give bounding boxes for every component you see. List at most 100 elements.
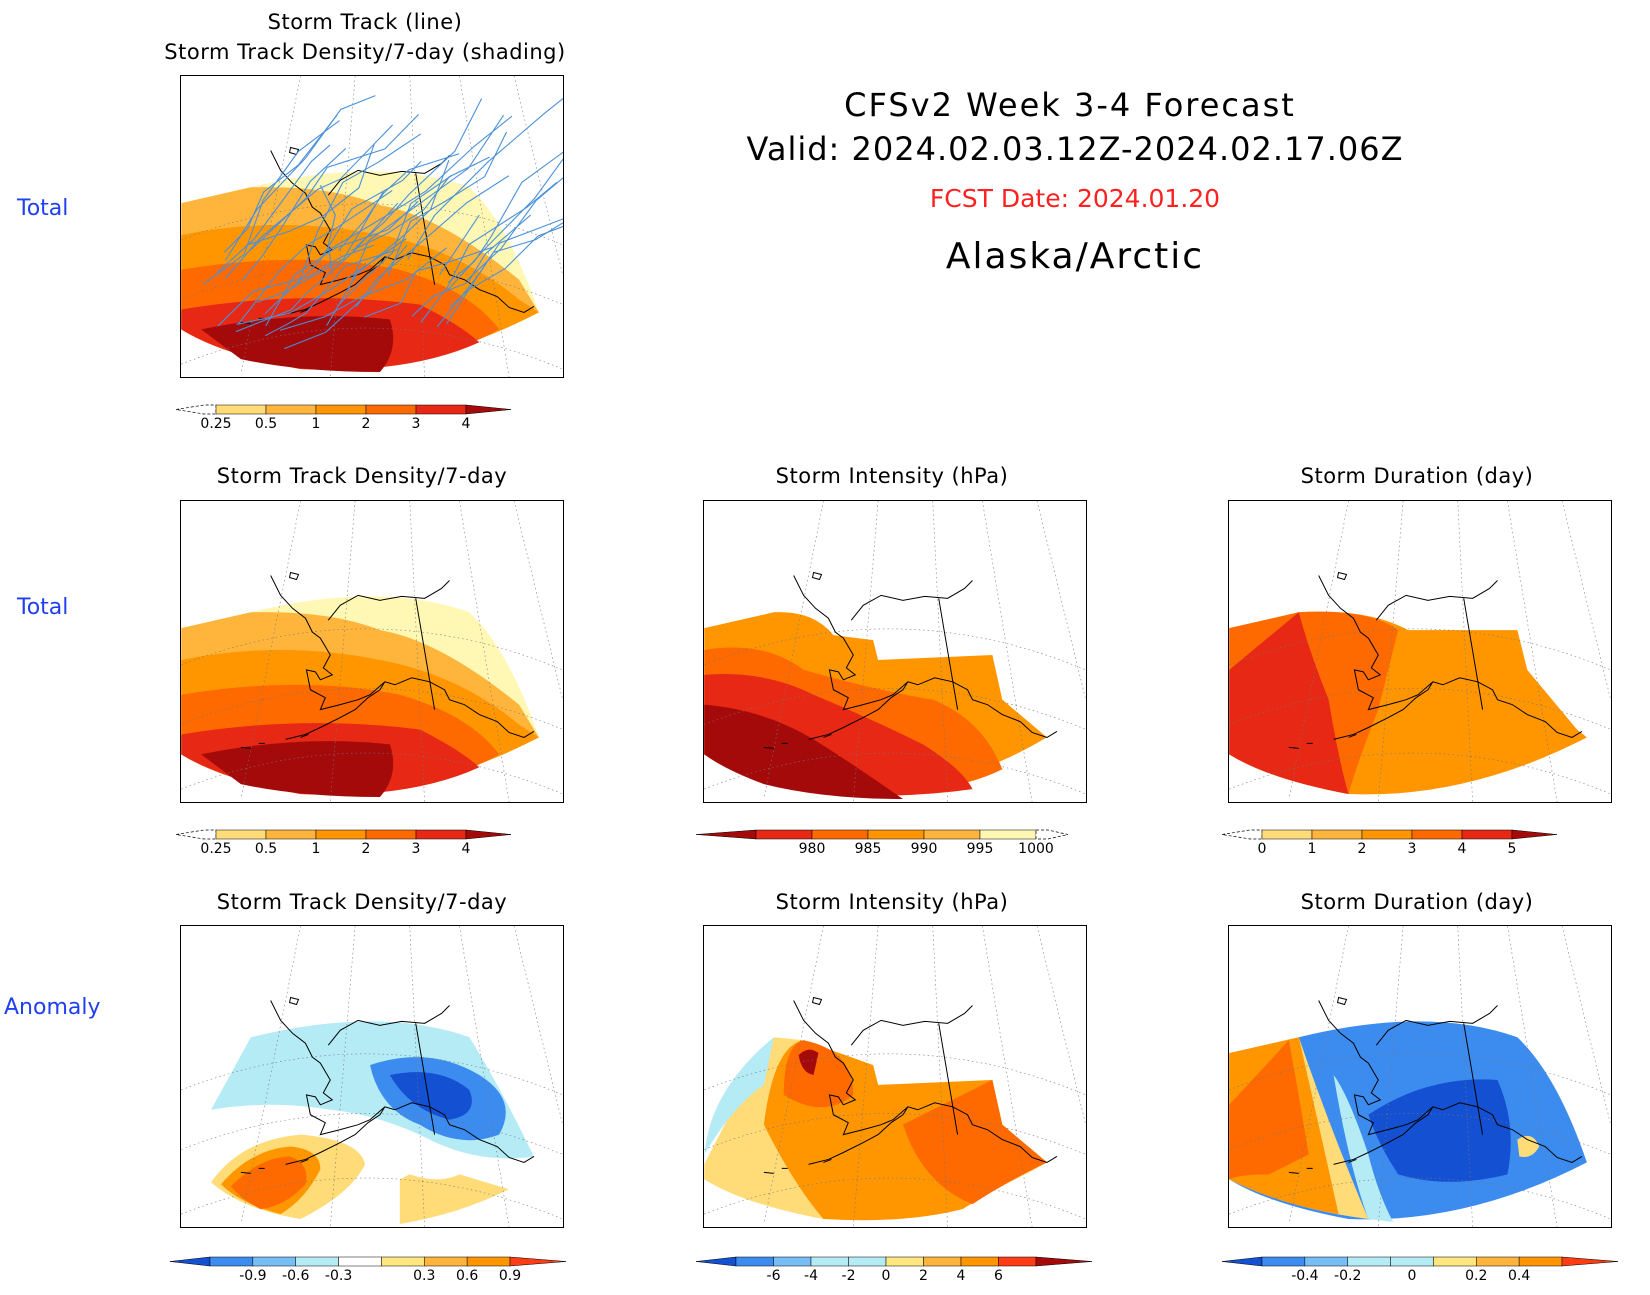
region-title: Alaska/Arctic	[945, 236, 1205, 277]
colorbar-bin-1	[1261, 829, 1313, 840]
colorbar-bin-4	[923, 829, 981, 840]
intensity-graticule	[704, 501, 1086, 802]
track-graticule	[181, 76, 563, 377]
colorbar-density-anomaly: -0.9 -0.6 -0.3 0.3 0.6 0.9	[170, 1256, 567, 1284]
map-storm-intensity-anomaly	[703, 925, 1087, 1228]
map-storm-track-density-anomaly	[180, 925, 564, 1228]
colorbar-bin-3	[295, 1256, 339, 1267]
colorbar-bin-3	[867, 829, 925, 840]
colorbar-label: 0.25	[200, 416, 231, 432]
intanom-contour-1	[704, 1037, 774, 1165]
colorbar-bin-1	[1261, 1256, 1306, 1267]
panel-title-intensity-total: Storm Intensity (hPa)	[775, 464, 1009, 488]
intanom-contour-5	[902, 1079, 1047, 1205]
colorbar-label: -2	[842, 1268, 856, 1284]
colorbar-bin-2	[1304, 1256, 1348, 1267]
colorbar-label: -0.9	[239, 1268, 266, 1284]
colorbar-label: 4	[462, 416, 471, 432]
colorbar-density-total-1: 0.25 0.5 1 2 3 4	[176, 404, 512, 432]
intanom-graticule	[704, 926, 1086, 1227]
colorbar-label: 3	[1408, 841, 1417, 857]
colorbar-intensity-total: 980 985 990 995 1000	[696, 829, 1069, 857]
colorbar-label: 2	[362, 416, 371, 432]
colorbar-max-arrow	[509, 1256, 567, 1267]
colorbar-bin-4	[1390, 1256, 1434, 1267]
colorbar-label: 0.2	[1465, 1268, 1487, 1284]
colorbar-label: 1	[1308, 841, 1317, 857]
colorbar-bin-2	[252, 1256, 296, 1267]
colorbar-bin-5	[885, 1256, 924, 1267]
duranom-border	[1463, 1023, 1484, 1135]
panel-title-density-anomaly: Storm Track Density/7-day	[216, 890, 508, 914]
colorbar-bin-3	[315, 404, 367, 415]
colorbar-bin-6	[923, 1256, 962, 1267]
colorbar-label: 2	[919, 1268, 928, 1284]
colorbar-label: 980	[799, 841, 826, 857]
colorbar-label: 0	[1258, 841, 1267, 857]
density-graticule	[181, 501, 563, 802]
colorbar-bin-5	[1461, 829, 1513, 840]
row-label-total-1: Total	[17, 196, 69, 221]
densanom-contour-6	[399, 1174, 510, 1225]
colorbar-bin-7	[1518, 1256, 1563, 1267]
colorbar-min-arrow	[696, 1256, 737, 1267]
colorbar-bin-4	[848, 1256, 887, 1267]
colorbar-label: -0.3	[325, 1268, 352, 1284]
valid-range: Valid: 2024.02.03.12Z-2024.02.17.06Z	[746, 130, 1404, 168]
colorbar-label: 1	[312, 416, 321, 432]
colorbar-bin-5	[415, 404, 467, 415]
colorbar-duration-total: 0 1 2 3 4 5	[1222, 829, 1558, 857]
colorbar-bin-1	[755, 829, 813, 840]
colorbar-dashed-end	[1035, 829, 1069, 840]
density-coastline	[240, 571, 535, 749]
map-storm-track-density-total-lines	[180, 75, 564, 378]
colorbar-bin-4	[365, 829, 417, 840]
colorbar-bin-1	[215, 404, 267, 415]
colorbar-bin-7	[960, 1256, 999, 1267]
colorbar-intensity-anomaly: -6 -4 -2 0 2 4 6	[696, 1256, 1093, 1284]
panel-title-duration-total: Storm Duration (day)	[1300, 464, 1534, 488]
colorbar-bin-3	[1347, 1256, 1391, 1267]
intensity-border	[938, 598, 959, 710]
colorbar-bin-3	[1361, 829, 1413, 840]
duranom-contour-3	[1229, 1040, 1309, 1180]
duration-contour-2	[1229, 612, 1349, 795]
intensity-contour-3	[704, 704, 903, 800]
panel-title-duration-anomaly: Storm Duration (day)	[1300, 890, 1534, 914]
colorbar-label: 995	[967, 841, 994, 857]
densanom-border	[415, 1023, 436, 1135]
colorbar-label: 3	[412, 416, 421, 432]
colorbar-bin-5	[1433, 1256, 1477, 1267]
duration-coastline	[1288, 571, 1583, 749]
intanom-border	[938, 1023, 959, 1135]
colorbar-label: 4	[462, 841, 471, 857]
colorbar-label: 1000	[1018, 841, 1054, 857]
colorbar-label: -6	[767, 1268, 781, 1284]
colorbar-bin-4	[365, 404, 417, 415]
densanom-coastline	[240, 996, 535, 1174]
duranom-contour-4	[1368, 1079, 1511, 1182]
colorbar-label: -0.6	[282, 1268, 309, 1284]
colorbar-label: 0.5	[255, 416, 277, 432]
duranom-coastline	[1288, 996, 1583, 1174]
map-storm-intensity-total	[703, 500, 1087, 803]
colorbar-label: 0	[1408, 1268, 1417, 1284]
colorbar-bin-1	[735, 1256, 774, 1267]
colorbar-label: 1	[312, 841, 321, 857]
colorbar-max-arrow	[1035, 1256, 1093, 1267]
colorbar-max-arrow	[465, 404, 512, 415]
duranom-contour-5	[1333, 1075, 1394, 1223]
row-label-total-2: Total	[17, 595, 69, 620]
colorbar-label: -0.2	[1334, 1268, 1361, 1284]
colorbar-min-arrow	[696, 829, 757, 840]
duration-graticule	[1229, 501, 1611, 802]
densanom-graticule	[181, 926, 563, 1227]
colorbar-label: 3	[412, 841, 421, 857]
colorbar-bin-2	[773, 1256, 812, 1267]
densanom-contour-2	[389, 1072, 472, 1120]
colorbar-bin-4	[1411, 829, 1463, 840]
duranom-contour-6	[1517, 1135, 1540, 1158]
map-storm-duration-total	[1228, 500, 1612, 803]
panel-title-intensity-anomaly: Storm Intensity (hPa)	[775, 890, 1009, 914]
map-storm-duration-anomaly	[1228, 925, 1612, 1228]
